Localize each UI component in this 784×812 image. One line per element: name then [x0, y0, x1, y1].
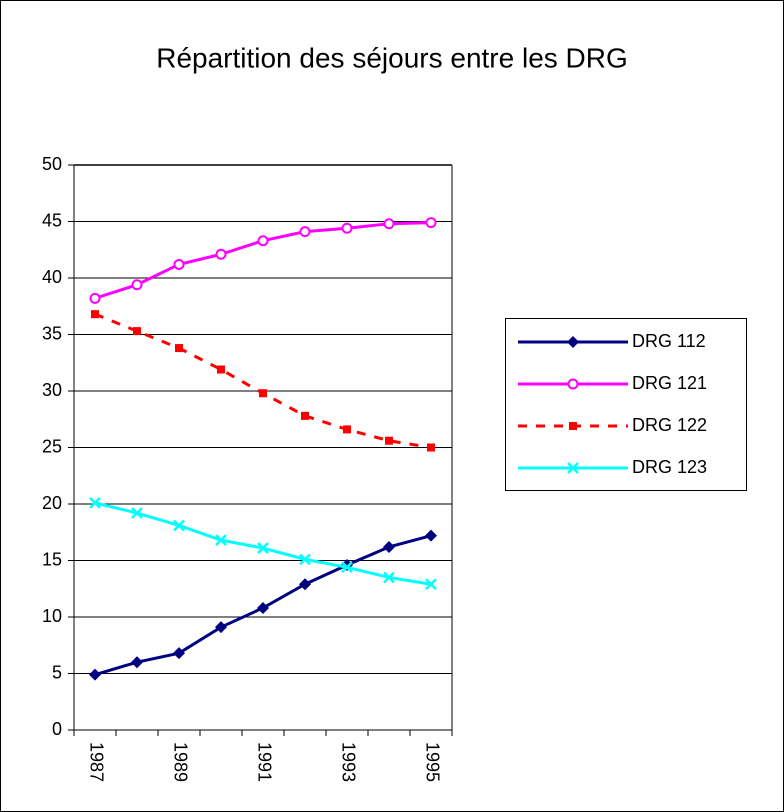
- y-tick-label: 25: [42, 436, 62, 456]
- legend-marker: [567, 378, 579, 390]
- point: [299, 226, 311, 238]
- point: [215, 248, 227, 260]
- legend-label: DRG 123: [632, 457, 707, 477]
- point: [133, 327, 141, 336]
- legend-label: DRG 122: [632, 415, 707, 435]
- point: [301, 411, 309, 420]
- chart-title: Répartition des séjours entre les DRG: [156, 42, 628, 73]
- point: [175, 344, 183, 353]
- y-tick-label: 50: [42, 154, 62, 174]
- point: [215, 534, 227, 547]
- point: [425, 217, 437, 229]
- point: [425, 529, 437, 542]
- point: [217, 365, 225, 374]
- point: [89, 292, 101, 304]
- point: [383, 571, 395, 584]
- point: [385, 436, 393, 445]
- point: [215, 621, 227, 634]
- point: [343, 425, 351, 434]
- point: [259, 389, 267, 398]
- point: [89, 668, 101, 681]
- point: [383, 218, 395, 230]
- point: [173, 647, 185, 660]
- legend-box: [505, 318, 747, 491]
- point: [427, 443, 435, 452]
- point: [341, 561, 353, 574]
- point: [131, 656, 143, 669]
- legend-label: DRG 121: [632, 373, 707, 393]
- y-tick-label: 30: [42, 380, 62, 400]
- point: [257, 542, 269, 554]
- y-tick-label: 10: [42, 606, 62, 626]
- point: [173, 519, 185, 532]
- point: [257, 235, 269, 247]
- y-tick-label: 20: [42, 493, 62, 513]
- point: [299, 578, 311, 591]
- legend-marker: [567, 336, 579, 348]
- point: [299, 553, 311, 566]
- point: [425, 578, 437, 591]
- point: [131, 279, 143, 291]
- point: [173, 258, 185, 270]
- point: [257, 601, 269, 614]
- x-tick-label: 1989: [170, 742, 190, 782]
- x-tick-label: 1993: [338, 742, 358, 782]
- point: [89, 496, 101, 509]
- x-tick-label: 1995: [422, 742, 442, 782]
- point: [131, 507, 143, 519]
- y-tick-label: 40: [42, 267, 62, 287]
- y-tick-label: 5: [52, 662, 62, 682]
- point: [91, 310, 99, 319]
- y-tick-label: 45: [42, 210, 62, 230]
- legend-marker: [567, 462, 579, 474]
- legend-label: DRG 112: [632, 331, 706, 351]
- x-tick-label: 1987: [86, 742, 106, 782]
- x-tick-label: 1991: [254, 742, 274, 782]
- legend-marker: [569, 422, 577, 430]
- y-tick-label: 15: [42, 549, 62, 569]
- point: [341, 222, 353, 234]
- point: [383, 540, 395, 553]
- y-tick-label: 35: [42, 323, 62, 343]
- y-tick-label: 0: [52, 719, 62, 739]
